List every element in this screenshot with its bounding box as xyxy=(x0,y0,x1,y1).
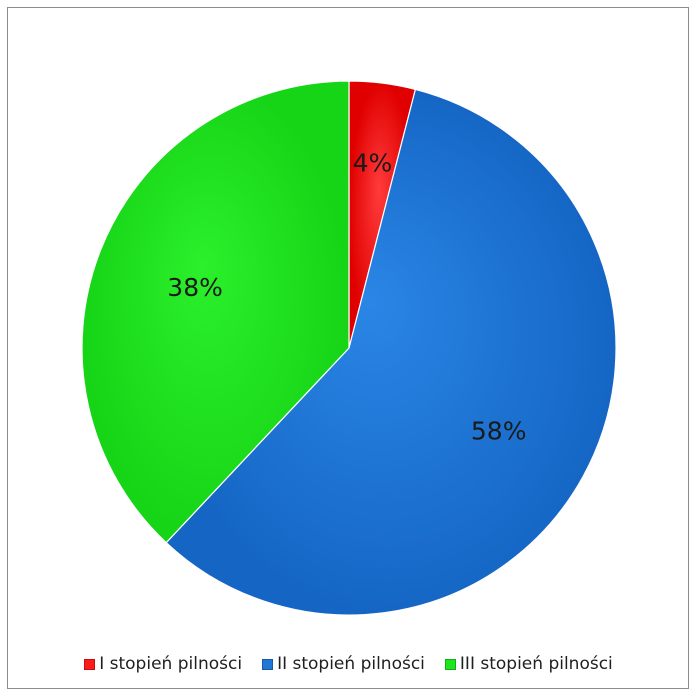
legend-label: I stopień pilności xyxy=(99,654,243,674)
legend-label: III stopień pilności xyxy=(459,654,613,674)
legend-swatch xyxy=(262,658,274,670)
legend-swatch xyxy=(84,658,96,670)
legend-item: I stopień pilności xyxy=(84,654,242,674)
slice-data-label: 58% xyxy=(471,416,527,445)
pie-slice xyxy=(81,80,350,544)
legend-item: III stopień pilności xyxy=(444,654,613,674)
slice-data-label: 4% xyxy=(353,149,393,178)
slice-data-label: 38% xyxy=(167,273,223,302)
legend-label: II stopień pilności xyxy=(277,654,425,674)
legend: I stopień pilności II stopień pilności I… xyxy=(0,652,697,676)
legend-item: II stopień pilności xyxy=(262,654,425,674)
legend-swatch xyxy=(444,658,456,670)
pie-slice xyxy=(165,88,617,616)
